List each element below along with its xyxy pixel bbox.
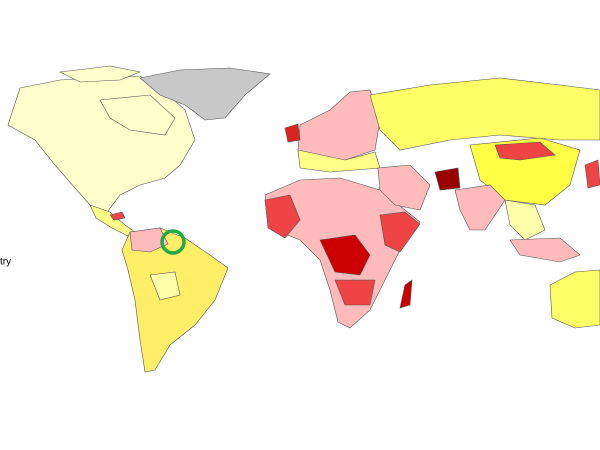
indonesia bbox=[509, 237, 581, 263]
mongolia bbox=[494, 141, 556, 161]
caribbean bbox=[109, 211, 126, 221]
west-africa bbox=[264, 194, 301, 239]
southeast-asia bbox=[504, 199, 546, 241]
canada-east bbox=[99, 94, 176, 136]
legend-label: try bbox=[0, 257, 11, 268]
highlight-circle bbox=[160, 229, 186, 255]
east-africa bbox=[379, 211, 421, 253]
arctic-islands bbox=[58, 65, 142, 83]
greenland bbox=[139, 67, 271, 121]
south-america bbox=[121, 227, 229, 373]
uk bbox=[284, 123, 301, 143]
central-africa bbox=[319, 234, 371, 276]
madagascar bbox=[399, 279, 413, 309]
australia bbox=[549, 269, 600, 329]
russia bbox=[369, 77, 600, 151]
venezuela-colombia bbox=[129, 227, 169, 253]
southern-africa bbox=[334, 279, 376, 306]
japan bbox=[584, 159, 600, 189]
middle-east bbox=[377, 164, 431, 211]
india bbox=[454, 184, 506, 231]
afghanistan bbox=[434, 167, 461, 191]
bolivia bbox=[149, 271, 181, 301]
